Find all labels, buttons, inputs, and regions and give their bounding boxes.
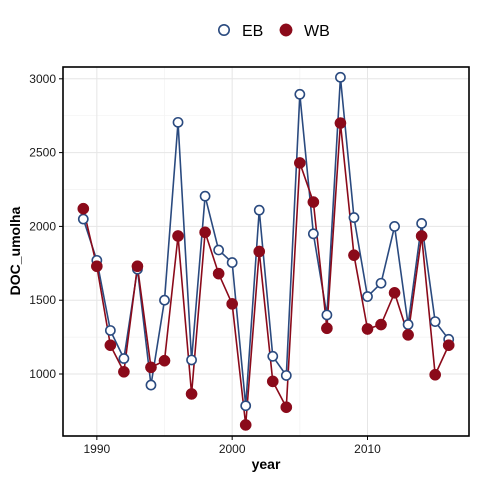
data-point-wb [415, 230, 428, 242]
series-line-eb [82, 76, 450, 407]
data-point-eb [402, 319, 414, 330]
data-point-eb [199, 190, 211, 202]
data-point-eb [375, 277, 387, 289]
data-point-eb [172, 116, 184, 128]
data-point-wb [239, 419, 252, 431]
panel-border [62, 66, 470, 437]
data-point-wb [334, 117, 347, 129]
y-axis: 1000 1500 2000 2500 3000 [29, 72, 63, 381]
x-axis-title: year [252, 456, 281, 472]
x-axis: 1990 2000 2010 [83, 436, 381, 456]
data-point-wb [375, 318, 387, 331]
data-point-wb [212, 267, 225, 280]
data-point-eb [389, 221, 400, 232]
data-point-wb [158, 354, 171, 367]
data-point-eb [145, 379, 157, 391]
x-tick-label: 2010 [354, 442, 381, 456]
data-point-eb [416, 218, 428, 229]
data-point-eb [294, 88, 306, 100]
series-line-wb [82, 122, 450, 426]
data-point-eb [335, 71, 346, 83]
y-axis-title: DOC_umolha [7, 206, 23, 295]
data-point-eb [104, 325, 116, 336]
data-point-wb [361, 323, 374, 335]
data-point-eb [240, 400, 252, 412]
data-point-wb [388, 286, 401, 299]
data-point-eb [280, 370, 292, 381]
data-point-eb [321, 309, 333, 321]
y-tick-label: 2500 [29, 146, 56, 160]
data-point-wb [348, 249, 360, 262]
data-point-wb [402, 329, 414, 341]
legend: EB WB [218, 23, 330, 40]
data-point-eb [348, 212, 360, 223]
data-point-eb [159, 294, 170, 306]
data-point-eb [429, 316, 441, 328]
grid [63, 67, 469, 436]
data-point-wb [185, 388, 198, 400]
data-point-wb [293, 157, 306, 169]
legend-key-wb [279, 23, 293, 37]
data-point-eb [77, 213, 89, 225]
data-point-wb [307, 196, 320, 208]
data-point-eb [213, 244, 225, 256]
data-point-eb [267, 350, 279, 362]
x-tick-label: 2000 [219, 442, 246, 456]
data-point-wb [321, 322, 333, 335]
data-point-eb [186, 354, 197, 366]
data-point-wb [442, 339, 455, 352]
data-point-wb [226, 298, 239, 310]
data-point-eb [307, 228, 319, 240]
data-point-wb [199, 226, 211, 239]
data-point-eb [362, 291, 373, 302]
data-point-eb [226, 257, 238, 268]
data-point-wb [280, 401, 293, 414]
data-point-wb [253, 245, 266, 258]
legend-key-eb [218, 23, 231, 36]
data-point-wb [145, 361, 157, 374]
data-point-eb [118, 353, 130, 364]
y-tick-label: 1500 [29, 293, 56, 307]
data-point-wb [131, 260, 144, 273]
data-point-wb [118, 365, 130, 378]
data-point-wb [104, 339, 117, 352]
y-tick-label: 1000 [29, 367, 56, 381]
data-point-wb [172, 230, 184, 242]
y-tick-label: 3000 [29, 72, 56, 86]
legend-label-wb: WB [304, 23, 330, 40]
data-point-eb [253, 204, 265, 216]
y-tick-label: 2000 [29, 219, 56, 233]
data-point-wb [90, 260, 103, 273]
x-tick-label: 1990 [83, 442, 110, 456]
series-layer [77, 71, 455, 431]
data-point-wb [77, 202, 90, 215]
legend-label-eb: EB [242, 23, 263, 40]
data-point-wb [429, 368, 442, 381]
data-point-wb [266, 375, 279, 388]
